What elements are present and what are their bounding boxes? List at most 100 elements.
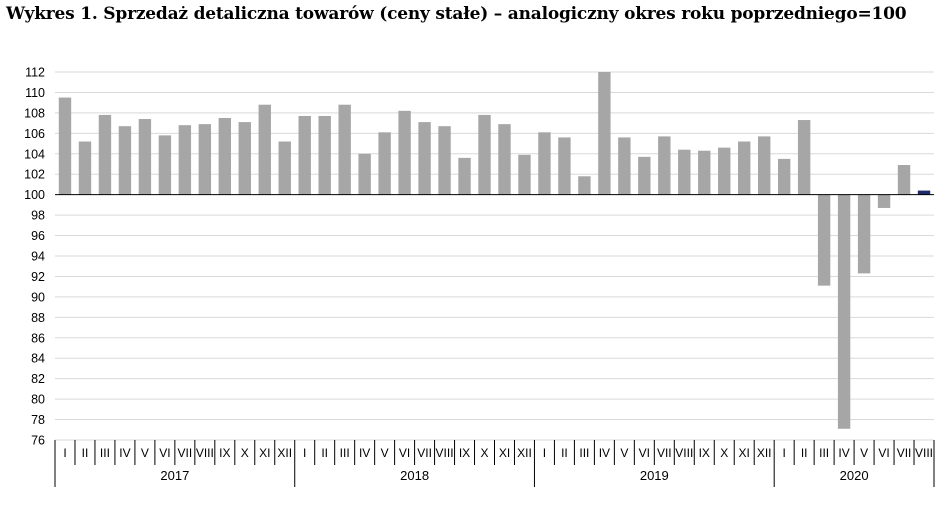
- x-month-label: VI: [639, 446, 650, 460]
- bar: [658, 136, 671, 195]
- bar: [418, 122, 431, 195]
- bar: [458, 157, 471, 195]
- x-month-label: III: [340, 446, 350, 460]
- y-tick-label: 82: [31, 372, 45, 386]
- y-tick-label: 78: [31, 413, 45, 427]
- x-month-label: XII: [757, 446, 772, 460]
- x-month-label: V: [381, 446, 389, 460]
- x-year-label: 2018: [400, 468, 429, 483]
- x-year-label: 2019: [640, 468, 669, 483]
- bar: [857, 194, 871, 274]
- x-month-label: X: [481, 446, 489, 460]
- bar: [877, 194, 891, 208]
- x-month-label: IX: [699, 446, 710, 460]
- x-month-label: IV: [359, 446, 370, 460]
- x-month-label: VI: [399, 446, 410, 460]
- bar: [298, 115, 311, 195]
- bar: [837, 194, 851, 429]
- bar: [518, 154, 531, 195]
- y-tick-label: 104: [24, 147, 45, 161]
- bar: [158, 135, 172, 195]
- x-month-label: I: [63, 446, 66, 460]
- bar: [318, 115, 331, 195]
- x-year-label: 2020: [840, 468, 869, 483]
- x-month-label: II: [561, 446, 568, 460]
- x-month-label: IV: [119, 446, 130, 460]
- bar: [718, 147, 731, 195]
- y-axis: 76 78 80 82 84 86 88 90 92 94 96 98 100 102 104 106 108 1…: [24, 66, 45, 448]
- y-tick-label: 100: [24, 188, 45, 202]
- bar: [897, 165, 911, 195]
- x-month-label: II: [321, 446, 328, 460]
- x-month-label: VII: [417, 446, 432, 460]
- y-tick-label: 108: [24, 106, 45, 120]
- x-year-label: 2017: [160, 468, 189, 483]
- x-month-label: VII: [897, 446, 912, 460]
- x-month-label: I: [543, 446, 546, 460]
- y-tick-label: 80: [31, 393, 45, 407]
- x-month-label: II: [82, 446, 89, 460]
- x-month-label: X: [241, 446, 249, 460]
- chart-title: Wykres 1. Sprzedaż detaliczna towarów (c…: [6, 4, 907, 24]
- x-month-label: I: [782, 446, 785, 460]
- bar: [498, 124, 511, 195]
- bar: [618, 137, 631, 195]
- x-month-label: VI: [159, 446, 170, 460]
- x-month-label: VII: [657, 446, 672, 460]
- x-month-label: IX: [219, 446, 230, 460]
- bar: [438, 126, 451, 195]
- y-tick-label: 94: [31, 250, 45, 264]
- bar: [678, 149, 691, 195]
- bar: [698, 150, 711, 195]
- x-month-label: XI: [499, 446, 510, 460]
- bar: [178, 125, 192, 195]
- bar: [358, 153, 371, 195]
- x-month-label: XI: [739, 446, 750, 460]
- y-tick-label: 106: [24, 127, 45, 141]
- y-tick-label: 86: [31, 331, 45, 345]
- x-month-label: VIII: [196, 446, 214, 460]
- x-month-label: III: [819, 446, 829, 460]
- y-tick-label: 110: [25, 86, 45, 100]
- y-tick-label: 102: [24, 168, 45, 182]
- bar: [238, 122, 251, 195]
- bar: [138, 119, 152, 195]
- x-month-label: V: [620, 446, 628, 460]
- x-month-label: VIII: [675, 446, 693, 460]
- y-tick-label: 84: [31, 352, 45, 366]
- bar: [338, 104, 351, 195]
- bar: [398, 110, 411, 195]
- bar: [258, 104, 271, 195]
- bar: [738, 141, 751, 195]
- x-month-label: IV: [838, 446, 849, 460]
- bar: [58, 97, 72, 195]
- x-month-label: VI: [878, 446, 889, 460]
- x-month-label: III: [579, 446, 589, 460]
- bar: [198, 124, 212, 195]
- x-month-label: XII: [517, 446, 532, 460]
- bar: [777, 158, 791, 195]
- x-month-label: IX: [459, 446, 470, 460]
- y-tick-label: 96: [31, 229, 45, 243]
- x-month-label: I: [303, 446, 306, 460]
- x-month-label: X: [720, 446, 728, 460]
- bar: [78, 141, 92, 195]
- x-month-label: VIII: [436, 446, 454, 460]
- bar: [558, 137, 571, 195]
- x-month-label: XII: [277, 446, 292, 460]
- bar: [278, 141, 291, 195]
- y-tick-label: 90: [31, 290, 45, 304]
- bar: [538, 132, 551, 195]
- x-month-label: V: [860, 446, 868, 460]
- bars: [55, 72, 934, 429]
- bar: [598, 72, 611, 195]
- bar: [578, 176, 591, 195]
- x-month-label: XI: [259, 446, 270, 460]
- bar: [98, 114, 112, 195]
- x-month-label: II: [801, 446, 808, 460]
- x-month-label: III: [100, 446, 110, 460]
- y-tick-label: 92: [31, 270, 45, 284]
- y-tick-label: 76: [31, 434, 45, 448]
- x-month-label: IV: [599, 446, 610, 460]
